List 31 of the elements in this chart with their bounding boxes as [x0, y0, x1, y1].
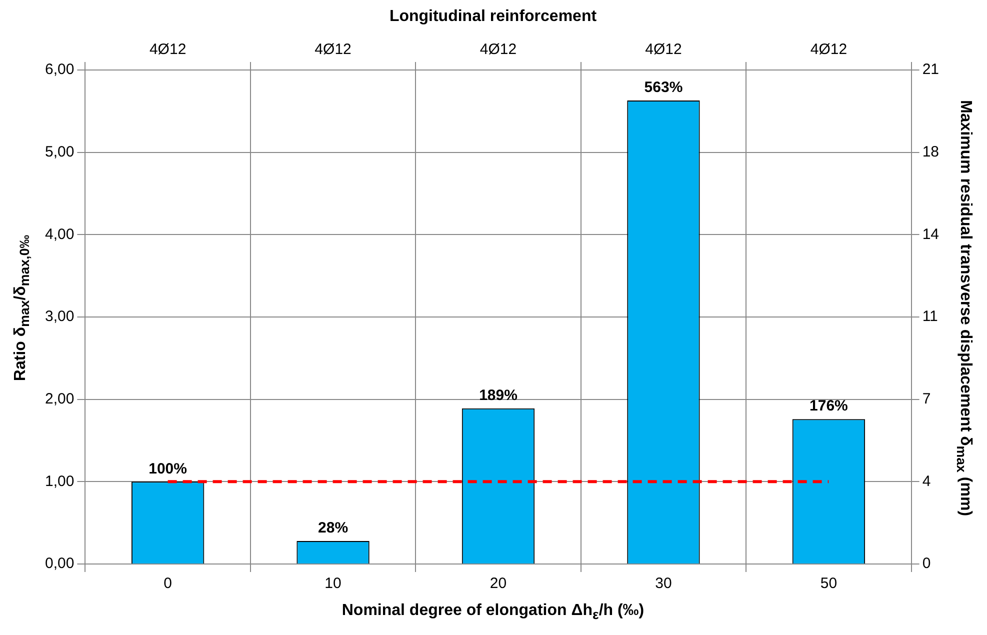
y2-tick-label: 21	[922, 61, 940, 78]
text: 4Ø12	[810, 41, 848, 58]
y2-tick-label: 7	[922, 390, 931, 408]
y-tick-label: 4,00	[44, 226, 74, 243]
y-tick-label: 1,00	[44, 472, 74, 490]
y-tick-label: 0,00	[44, 555, 74, 572]
data-label: 28%	[318, 520, 348, 537]
y-tick-label: 3,00	[44, 308, 74, 326]
data-label: 176%	[810, 398, 848, 415]
x-tick-label: 10	[324, 575, 342, 592]
y2-tick-label: 14	[922, 226, 940, 243]
y-tick-label: 2,00	[44, 390, 74, 408]
text: 4Ø12	[645, 41, 682, 58]
x-tick-label: 20	[490, 575, 507, 592]
x-tick-label: 30	[655, 575, 672, 592]
y-tick-label: 6,00	[44, 61, 74, 78]
text: 4Ø12	[149, 41, 186, 58]
x-axis-title: Nominal degree of elongation Δh$_{ε}$/h (‰)	[340, 602, 646, 622]
data-label: 563%	[644, 79, 683, 96]
data-label: 100%	[148, 460, 187, 478]
y-tick-label: 5,00	[44, 143, 74, 160]
x-tick-label: 0	[164, 575, 172, 592]
y2-tick-label: 11	[922, 308, 938, 326]
text: 4Ø12	[314, 41, 352, 58]
y2-tick-label: 18	[922, 143, 940, 160]
x2-axis-title: Longitudinal reinforcement	[388, 8, 598, 26]
data-label: 189%	[479, 387, 518, 404]
y2-tick-label: 4	[922, 472, 931, 490]
x-tick-label: 50	[820, 575, 838, 592]
text: 4Ø12	[480, 41, 517, 58]
y2-tick-label: 0	[922, 555, 931, 572]
